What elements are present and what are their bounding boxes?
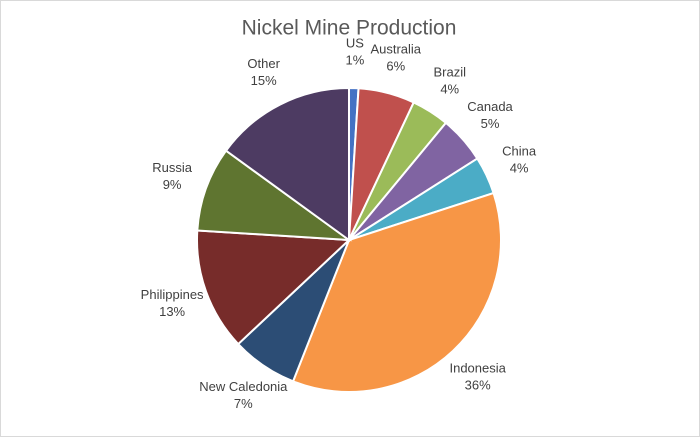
slice-value-label: 36% xyxy=(465,377,491,392)
slice-label: China xyxy=(502,143,537,158)
slice-value-label: 4% xyxy=(510,160,529,175)
slice-label: US xyxy=(346,36,364,51)
slice-label: Other xyxy=(247,56,280,71)
slice-value-label: 5% xyxy=(481,116,500,131)
slice-label: Indonesia xyxy=(449,360,506,375)
slice-value-label: 7% xyxy=(234,396,253,411)
pie-slice xyxy=(224,86,350,242)
slice-label: Philippines xyxy=(141,287,204,302)
slice-label: Canada xyxy=(467,99,513,114)
chart-title: Nickel Mine Production xyxy=(242,17,457,40)
slice-label: Brazil xyxy=(433,65,466,80)
pie-slice xyxy=(291,191,502,393)
slice-label: Australia xyxy=(370,41,421,56)
pie-slice xyxy=(196,229,352,346)
slice-value-label: 15% xyxy=(251,73,277,88)
slice-label: Russia xyxy=(152,160,193,175)
slice-value-label: 9% xyxy=(163,177,182,192)
slice-value-label: 6% xyxy=(386,58,405,73)
slice-value-label: 4% xyxy=(440,82,459,97)
pie-slice xyxy=(196,149,353,242)
slice-label: New Caledonia xyxy=(199,379,288,394)
slice-value-label: 13% xyxy=(159,304,185,319)
slice-value-label: 1% xyxy=(346,53,365,68)
